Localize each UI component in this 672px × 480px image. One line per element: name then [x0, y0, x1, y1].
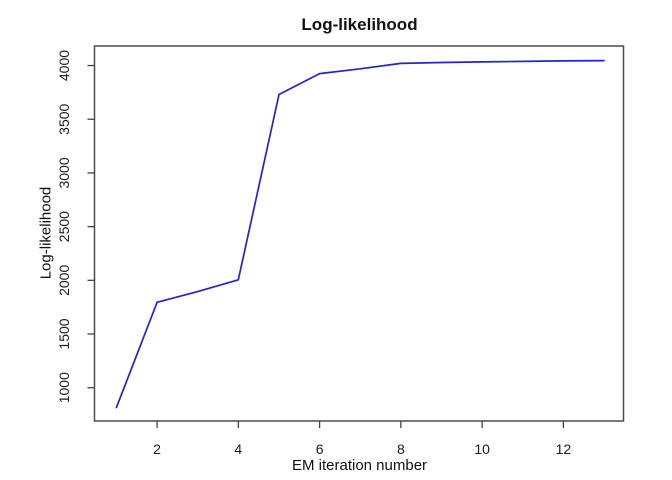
x-tick-label: 8 — [397, 441, 405, 457]
x-axis-ticks: 2 4 6 8 10 12 — [153, 421, 571, 457]
y-tick-label: 1500 — [56, 318, 72, 349]
y-tick-label: 2500 — [56, 211, 72, 242]
y-tick-label: 2000 — [56, 265, 72, 296]
x-tick-label: 4 — [234, 441, 242, 457]
plot-border — [93, 45, 625, 422]
loglik-line — [115, 59, 605, 409]
y-tick-label: 4000 — [56, 50, 72, 81]
x-axis-label: EM iteration number — [291, 457, 428, 474]
y-tick-label: 3000 — [56, 157, 72, 188]
y-tick-label: 1000 — [56, 372, 72, 403]
y-axis-label: Log-likelihood — [37, 186, 55, 280]
x-tick-label: 6 — [316, 441, 324, 457]
x-tick-label: 10 — [474, 441, 490, 457]
y-tick-label: 3500 — [56, 103, 72, 134]
x-tick-label: 2 — [153, 441, 161, 457]
x-tick-label: 12 — [556, 441, 572, 457]
chart-title: Log-likelihood — [301, 15, 418, 34]
y-axis-ticks: 1000 1500 2000 2500 3000 3500 4000 — [56, 50, 95, 403]
